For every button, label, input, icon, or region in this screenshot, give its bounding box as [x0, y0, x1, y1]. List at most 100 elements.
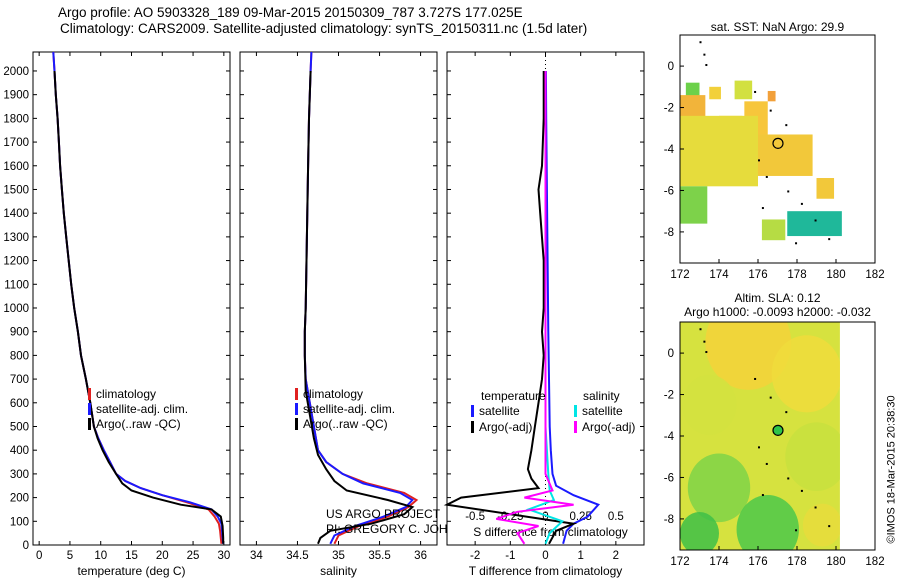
y-tick-label: 600 [10, 398, 29, 410]
island-dot [828, 525, 831, 528]
y-tick-label: -6 [664, 185, 674, 197]
x-tick-label: 5 [67, 550, 73, 562]
x-tick-label: 36 [414, 550, 427, 562]
x-axis-label: T difference from climatology [469, 564, 623, 578]
legend-label: Argo(-adj) [582, 420, 635, 434]
x-tick-label: -1 [505, 550, 515, 562]
sst-patch [709, 86, 721, 100]
legend-label: satellite-adj. clim. [96, 402, 188, 416]
legend-label: satellite [582, 404, 623, 418]
y-tick-label: 1800 [3, 113, 29, 125]
y-tick-label: -8 [664, 514, 674, 526]
sla-blob [681, 374, 737, 435]
float-marker [772, 137, 784, 149]
y-tick-label: 500 [10, 421, 29, 433]
sst-patch [767, 90, 776, 102]
legend-swatch [88, 388, 91, 400]
sla-blob [802, 503, 840, 547]
island-dot [785, 411, 788, 414]
x-tick-label: 20 [156, 550, 169, 562]
island-dot [761, 494, 764, 497]
y-tick-label: 100 [10, 516, 29, 528]
legend-swatch [88, 418, 91, 430]
sla-blob [680, 511, 719, 550]
sla-blob [736, 494, 799, 550]
pi-credit: PI: GREGORY C. JOHNSON [326, 522, 482, 536]
island-dot [765, 175, 768, 178]
y-tick-label: 900 [10, 327, 29, 339]
island-dot [705, 351, 708, 354]
island-dot [787, 477, 790, 480]
y-tick-label: 300 [10, 469, 29, 481]
y-tick-label: -4 [664, 431, 675, 443]
title-line-2: Climatology: CARS2009. Satellite-adjuste… [60, 21, 588, 36]
y-tick-label: 1200 [3, 256, 29, 268]
y-tick-label: 700 [10, 374, 29, 386]
x-axis-label: salinity [320, 564, 357, 578]
island-dot [828, 238, 831, 241]
y-tick-label: -8 [664, 227, 674, 239]
y-tick-label: 1000 [3, 303, 29, 315]
y-tick-label: -4 [664, 144, 675, 156]
y-tick-label: 0 [668, 61, 674, 73]
island-dot [814, 219, 817, 222]
y-tick-label: 0 [668, 348, 674, 360]
imos-credit: ©IMOS 18-Mar-2015 20:38:30 [884, 330, 898, 545]
island-dot [758, 446, 760, 449]
y-tick-label: -6 [664, 472, 674, 484]
sst-patch [816, 178, 835, 199]
x-tick-label: 15 [125, 550, 138, 562]
island-dot [795, 529, 798, 532]
salinity-profile-frame [239, 51, 438, 546]
s-tick-label: 0.5 [608, 511, 624, 523]
island-dot [705, 64, 708, 67]
legend-swatch [295, 388, 298, 400]
x-tick-label: 34 [250, 550, 263, 562]
y-tick-label: 1300 [3, 232, 29, 244]
x-tick-label: 180 [826, 269, 845, 281]
difference-from-climatology-panel: -2 -1 0 1 2 T difference from climatology -0.5… [443, 51, 645, 578]
series-line-1 [443, 71, 578, 545]
legend-label: Argo(..raw -QC) [96, 417, 181, 431]
s-tick-label: 0.25 [569, 511, 591, 523]
x-tick-label: 34.5 [286, 550, 308, 562]
x-tick-label: 178 [787, 556, 806, 568]
sst-patch [680, 186, 708, 224]
island-dot [703, 340, 706, 343]
title-line-1: Argo profile: AO 5903328_189 09-Mar-2015… [58, 5, 523, 20]
x-tick-label: 35.5 [368, 550, 390, 562]
map-title: Altim. SLA: 0.12 [734, 291, 820, 305]
island-dot [769, 109, 772, 112]
x-tick-label: 174 [709, 269, 729, 281]
y-tick-label: 2000 [3, 66, 29, 78]
series-line-2 [53, 70, 225, 544]
y-tick-label: 1600 [3, 161, 29, 173]
x-tick-label: 0 [542, 550, 548, 562]
sst-patch [758, 134, 813, 176]
sst-patch [761, 219, 786, 241]
island-dot [754, 377, 757, 380]
legend-label: climatology [96, 387, 156, 401]
island-dot [814, 506, 817, 509]
legend-swatch [295, 403, 298, 415]
y-tick-label: 800 [10, 350, 29, 362]
x-tick-label: 182 [865, 269, 884, 281]
island-dot [769, 396, 772, 399]
sla-map-panel: 172 174 176 178 180 182 0 -2 -4 -6 -8 Altim. SLA: 0… [664, 291, 885, 568]
x-tick-label: 35 [332, 550, 345, 562]
x-tick-label: 182 [865, 556, 884, 568]
y-tick-label: 400 [10, 445, 29, 457]
sst-patch [680, 115, 758, 187]
y-tick-label: 1700 [3, 137, 29, 149]
salinity-profile-panel: 34 34.5 35 35.5 36 salinity climatologysatelli… [239, 51, 482, 578]
y-tick-label: 1100 [4, 279, 29, 291]
sla-blob [705, 322, 792, 390]
sst-patch [734, 80, 753, 100]
map-title: sat. SST: NaN Argo: 29.9 [711, 20, 845, 34]
x-tick-label: 2 [613, 550, 619, 562]
project-credit: US ARGO PROJECT [326, 507, 441, 521]
float-marker [772, 424, 784, 436]
x-tick-label: 180 [826, 556, 845, 568]
sla-blob [687, 453, 751, 523]
